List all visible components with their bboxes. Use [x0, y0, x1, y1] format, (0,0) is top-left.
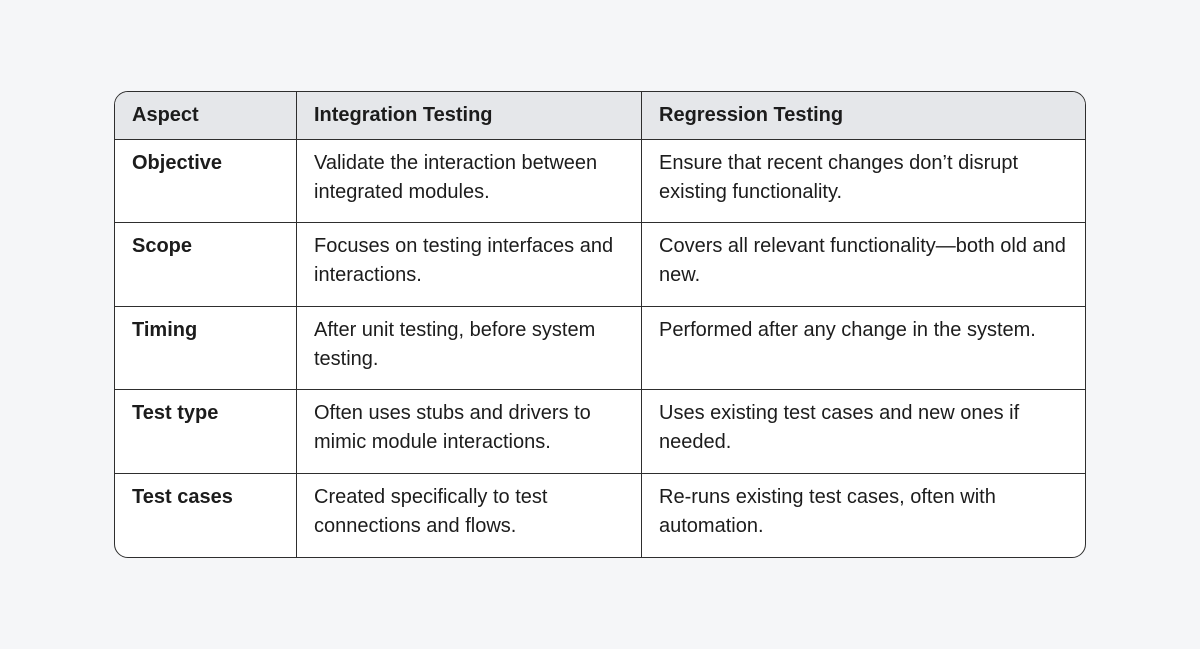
table-cell: Performed after any change in the system… [642, 307, 1085, 391]
row-label: Test type [115, 390, 297, 474]
row-label: Test cases [115, 473, 297, 557]
table-cell: Validate the interaction between integra… [297, 140, 642, 224]
row-label: Timing [115, 306, 297, 391]
row-label: Scope [115, 223, 297, 307]
table-cell: Created specifically to test connections… [297, 473, 642, 557]
table-cell: After unit testing, before system testin… [297, 306, 642, 391]
comparison-table: Aspect Integration Testing Regression Test… [114, 91, 1086, 558]
table-cell: Focuses on testing interfaces and intera… [297, 223, 642, 307]
table-cell: Covers all relevant functionality—both o… [642, 223, 1085, 307]
table-cell: Ensure that recent changes don’t disrupt… [642, 140, 1085, 224]
row-label: Objective [115, 140, 297, 224]
header-cell: Aspect [115, 92, 297, 140]
table-cell: Uses existing test cases and new ones if… [642, 390, 1085, 474]
header-cell: Regression Testing [642, 92, 1085, 140]
header-cell: Integration Testing [297, 92, 642, 140]
table-cell: Often uses stubs and drivers to mimic mo… [297, 390, 642, 474]
table-cell: Re-runs existing test cases, often with … [659, 485, 996, 537]
